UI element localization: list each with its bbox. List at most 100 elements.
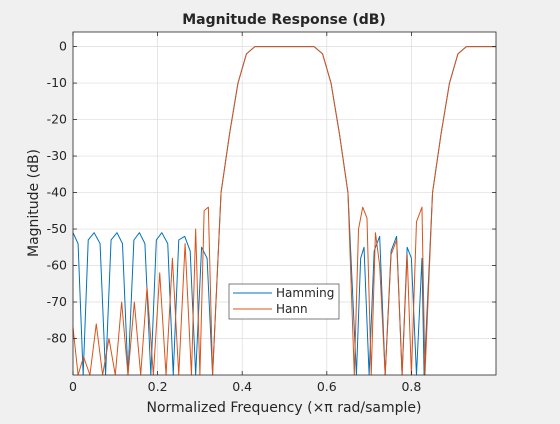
data-point-hamming: [116, 232, 117, 233]
chart-title: Magnitude Response (dB): [182, 12, 386, 28]
y-tick-label: -80: [47, 331, 67, 346]
data-point-hamming: [144, 243, 145, 244]
legend[interactable]: Hamming Hann: [228, 283, 340, 320]
data-point-hamming: [190, 250, 191, 251]
data-point-hamming: [88, 239, 89, 240]
data-point-hann: [466, 46, 467, 47]
data-point-hann: [362, 207, 363, 208]
data-point-hamming: [94, 232, 95, 233]
data-point-hann: [489, 46, 490, 47]
data-point-hann: [108, 338, 109, 339]
data-point-hann: [391, 254, 392, 255]
data-point-hamming: [407, 247, 408, 248]
data-point-hamming: [161, 232, 162, 233]
data-point-hann: [305, 46, 306, 47]
data-point-hann: [474, 46, 475, 47]
data-point-hann: [347, 192, 348, 193]
data-point-hamming: [391, 250, 392, 251]
y-tick-label: -20: [47, 112, 67, 127]
data-point-hann: [237, 83, 238, 84]
data-point-hamming: [178, 239, 179, 240]
data-point-hann: [339, 134, 340, 135]
grid: [72, 32, 496, 375]
data-point-hamming: [78, 243, 79, 244]
legend-label-hann: Hann: [276, 302, 308, 316]
data-point-hann: [96, 323, 97, 324]
data-point-hann: [185, 243, 186, 244]
data-point-hann: [449, 83, 450, 84]
y-tick-label: -10: [47, 75, 67, 90]
data-point-hamming: [122, 243, 123, 244]
data-point-hamming: [156, 239, 157, 240]
data-point-hann: [331, 83, 332, 84]
data-point-hamming: [100, 243, 101, 244]
x-tick-label: 0.8: [401, 379, 421, 394]
data-point-hann: [172, 258, 173, 259]
data-point-hamming: [421, 258, 422, 259]
data-point-hamming: [364, 247, 365, 248]
y-tick-label: -70: [47, 294, 67, 309]
series-line-hann: [72, 46, 496, 376]
data-point-hann: [322, 53, 323, 54]
data-point-hann: [284, 46, 285, 47]
data-point-hann: [314, 46, 315, 47]
data-point-hann: [375, 232, 376, 233]
data-point-hann: [208, 207, 209, 208]
data-point-hamming: [360, 258, 361, 259]
y-tick-label: -50: [47, 221, 67, 236]
data-point-hann: [159, 272, 160, 273]
legend-box: [228, 283, 340, 320]
x-tick-label: 0.2: [148, 379, 168, 394]
data-point-hann: [441, 134, 442, 135]
axes-box: [72, 31, 497, 376]
data-point-hamming: [184, 236, 185, 237]
series-hann: [72, 46, 496, 376]
x-tick-label: 0: [69, 379, 77, 394]
y-tick-label: -40: [47, 185, 67, 200]
data-point-hann: [366, 218, 367, 219]
data-point-hann: [195, 229, 196, 230]
data-point-hann: [416, 221, 417, 222]
data-point-hamming: [379, 236, 380, 237]
data-point-hann: [432, 192, 433, 193]
data-point-hamming: [167, 243, 168, 244]
y-tick-label: 0: [59, 39, 67, 54]
y-tick-label: -30: [47, 148, 67, 163]
data-point-hann: [421, 207, 422, 208]
data-point-hann: [457, 53, 458, 54]
data-point-hann: [83, 356, 84, 357]
data-point-hann: [263, 46, 264, 47]
y-tick-label: -60: [47, 258, 67, 273]
data-point-hann: [147, 287, 148, 288]
data-point-hamming: [396, 236, 397, 237]
x-tick-label: 0.6: [317, 379, 337, 394]
data-point-hann: [229, 134, 230, 135]
data-point-hann: [483, 46, 484, 47]
series-group: [72, 46, 496, 376]
data-point-hamming: [411, 258, 412, 259]
data-point-hamming: [133, 239, 134, 240]
data-point-hamming: [111, 239, 112, 240]
data-point-hann: [407, 254, 408, 255]
data-point-hann: [271, 46, 272, 47]
data-point-hann: [246, 53, 247, 54]
x-tick-label: 0.4: [232, 379, 252, 394]
y-axis-label: Magnitude (dB): [26, 149, 42, 257]
data-point-hann: [358, 229, 359, 230]
data-point-hann: [254, 46, 255, 47]
data-point-hamming: [139, 232, 140, 233]
x-axis-label: Normalized Frequency (×π rad/sample): [147, 400, 422, 416]
data-point-hann: [134, 302, 135, 303]
data-point-hann: [379, 265, 380, 266]
legend-label-hamming: Hamming: [276, 286, 334, 300]
data-point-hann: [121, 302, 122, 303]
data-point-hann: [396, 239, 397, 240]
data-point-hann: [297, 46, 298, 47]
data-point-hamming: [201, 247, 202, 248]
data-point-hann: [204, 210, 205, 211]
data-point-hamming: [207, 258, 208, 259]
ticks: 0 0.2 0.4 0.6 0.8 0 -10 -20 -30 -40 -50 -60 -70 -80: [47, 32, 496, 394]
data-point-hann: [221, 192, 222, 193]
